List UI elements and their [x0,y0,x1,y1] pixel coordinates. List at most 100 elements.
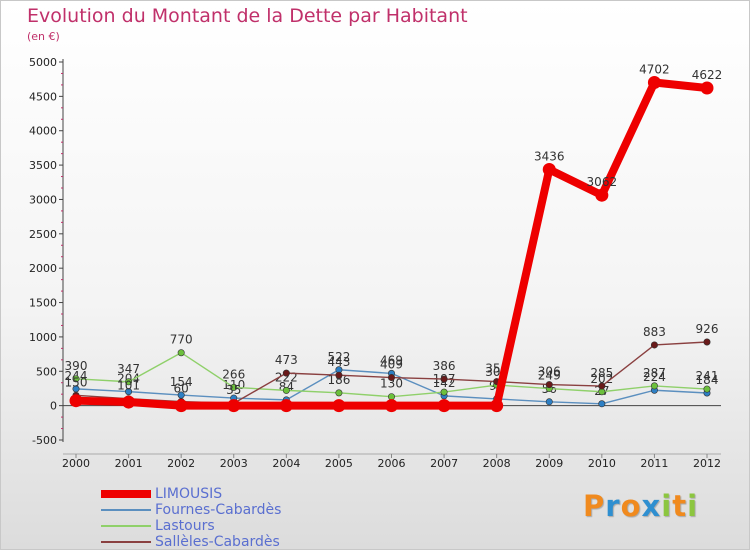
data-label: 150 [65,375,88,389]
x-tick-label: 2009 [535,457,563,470]
data-label: 224 [643,370,666,384]
legend-swatch [101,490,151,498]
data-label: 443 [327,355,350,369]
data-label: 186 [327,373,350,387]
y-tick-label: 1000 [29,331,57,344]
data-label: 249 [538,369,561,383]
data-point [335,371,343,379]
data-point [440,388,448,396]
data-point [700,81,714,95]
y-tick-label: 5000 [29,56,57,69]
data-point [174,399,188,413]
data-label: 154 [170,375,193,389]
data-label: 266 [222,367,245,381]
data-label: 287 [643,366,666,380]
brand-letter: o [620,489,642,523]
x-tick-label: 2002 [167,457,195,470]
data-point [545,381,553,389]
x-tick-label: 2000 [62,457,90,470]
data-label: 4622 [692,68,723,82]
data-point [650,382,658,390]
x-tick-label: 2006 [378,457,406,470]
data-point [177,349,185,357]
x-tick-label: 2003 [220,457,248,470]
data-point [279,399,293,413]
data-label: 3436 [534,149,565,163]
brand-letter: x [641,489,662,523]
data-label: 347 [117,362,140,376]
legend-swatch [101,541,151,543]
data-point [72,375,80,383]
data-label: 3062 [587,175,618,189]
data-label: 4702 [639,62,670,76]
data-label: 306 [538,365,561,379]
data-point [69,394,83,408]
x-tick-label: 2004 [272,457,300,470]
data-label: 473 [275,353,298,367]
data-point [122,395,136,409]
y-tick-label: 2000 [29,262,57,275]
data-label: 522 [327,350,350,364]
data-point [542,162,556,176]
data-label: 469 [380,353,403,367]
data-label: 101 [117,379,140,393]
data-label: 390 [65,359,88,373]
data-point [227,399,241,413]
data-label: 770 [170,333,193,347]
data-point [490,399,504,413]
data-label: 184 [696,373,719,387]
brand-letter: r [605,489,621,523]
data-point [125,378,133,386]
x-tick-label: 2007 [430,457,458,470]
chart-unit-label: (en €) [27,30,60,43]
data-point [440,375,448,383]
y-tick-label: 500 [36,365,57,378]
data-point [387,393,395,401]
legend-swatch [101,525,151,527]
data-label: 285 [590,366,613,380]
y-tick-label: 4500 [29,90,57,103]
data-point [703,385,711,393]
data-point [437,399,451,413]
data-label: 241 [696,369,719,383]
y-tick-label: 1500 [29,297,57,310]
legend-label: LIMOUSIS [155,486,223,502]
data-label: 35 [226,383,241,397]
x-tick-label: 2001 [115,457,143,470]
data-point [385,399,398,413]
x-tick-label: 2010 [588,457,616,470]
y-tick-label: -500 [32,434,57,447]
data-point [647,75,661,89]
data-label: 883 [643,325,666,339]
data-label: 409 [380,358,403,372]
y-tick-label: 3500 [29,159,57,172]
x-tick-label: 2008 [483,457,511,470]
brand-letter: i [661,489,673,523]
data-point [650,341,658,349]
data-point [230,383,238,391]
data-point [545,398,553,406]
legend-swatch [101,509,151,511]
y-tick-label: 2500 [29,228,57,241]
data-point [387,374,395,382]
data-label: 926 [696,322,719,336]
y-tick-label: 4000 [29,125,57,138]
data-label: 130 [380,377,403,391]
legend-label: Lastours [155,518,215,534]
brand-logo: Proxiti [583,489,698,523]
y-tick-label: 0 [50,400,57,413]
data-point [598,400,606,408]
data-label: 386 [433,359,456,373]
x-tick-label: 2012 [693,457,721,470]
data-point [282,386,290,394]
data-point [335,389,343,397]
data-label: 60 [174,382,189,396]
data-point [703,338,711,346]
legend-label: Fournes-Cabardès [155,502,282,518]
data-point [282,369,290,377]
brand-letter: t [672,489,688,523]
data-point [125,388,133,396]
data-point [595,188,609,202]
legend-label: Sallèles-Cabardès [155,534,280,550]
